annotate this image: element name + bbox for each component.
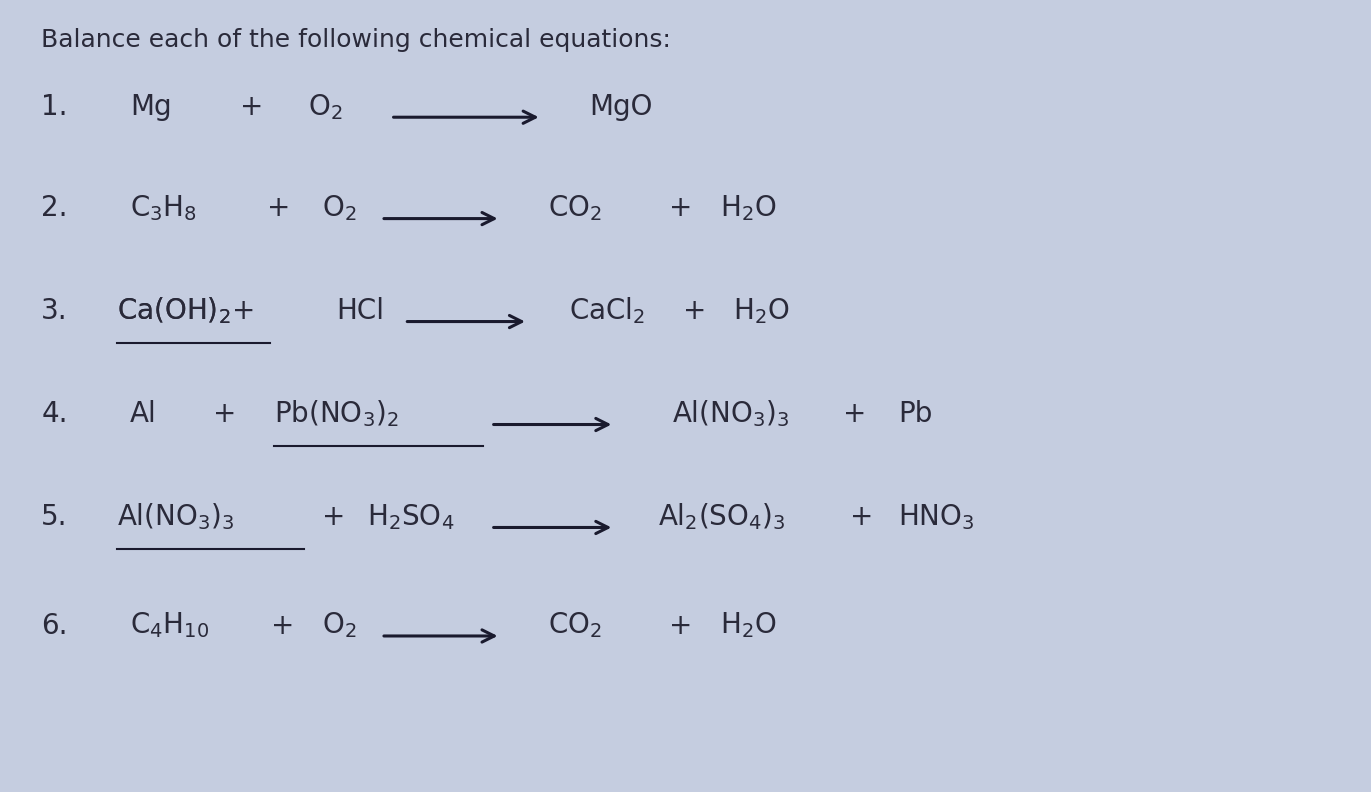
Text: $\mathrm{C_3H_8}$: $\mathrm{C_3H_8}$ [130, 193, 197, 223]
Text: 4.: 4. [41, 400, 67, 428]
Text: $\mathrm{CO_2}$: $\mathrm{CO_2}$ [548, 611, 602, 641]
Text: 1.: 1. [41, 93, 67, 121]
Text: 5.: 5. [41, 503, 67, 531]
Text: $\mathrm{H_2O}$: $\mathrm{H_2O}$ [733, 296, 790, 326]
Text: MgO: MgO [590, 93, 653, 121]
Text: +: + [322, 503, 345, 531]
Text: 6.: 6. [41, 611, 67, 640]
Text: Mg: Mg [130, 93, 171, 121]
Text: $\mathrm{H_2SO_4}$: $\mathrm{H_2SO_4}$ [367, 502, 455, 532]
Text: $\mathrm{H_2O}$: $\mathrm{H_2O}$ [720, 611, 776, 641]
Text: Pb: Pb [898, 400, 932, 428]
Text: HCl: HCl [336, 297, 384, 326]
Text: +: + [213, 400, 236, 428]
Text: $\mathrm{O_2}$: $\mathrm{O_2}$ [322, 611, 356, 641]
Text: 3.: 3. [41, 297, 67, 326]
Text: $\mathrm{Pb(NO_3)_2}$: $\mathrm{Pb(NO_3)_2}$ [274, 398, 399, 429]
Text: $\mathrm{O_2}$: $\mathrm{O_2}$ [322, 193, 356, 223]
Text: +: + [669, 611, 692, 640]
Text: +: + [267, 194, 291, 223]
Text: $\mathrm{HNO_3}$: $\mathrm{HNO_3}$ [898, 502, 975, 532]
Text: $\mathrm{Ca(OH)_2}$: $\mathrm{Ca(OH)_2}$ [117, 295, 230, 326]
Text: +: + [850, 503, 873, 531]
Text: $\mathrm{H_2O}$: $\mathrm{H_2O}$ [720, 193, 776, 223]
Text: +: + [271, 611, 295, 640]
Text: $\mathrm{Al(NO_3)_3}$: $\mathrm{Al(NO_3)_3}$ [117, 501, 234, 532]
Text: 2.: 2. [41, 194, 67, 223]
Text: $\mathrm{Al_2(SO_4)_3}$: $\mathrm{Al_2(SO_4)_3}$ [658, 501, 786, 532]
Text: $\mathrm{O_2}$: $\mathrm{O_2}$ [308, 92, 343, 122]
Text: $\mathrm{Ca(OH)_2}$+: $\mathrm{Ca(OH)_2}$+ [117, 295, 254, 326]
Text: Al: Al [130, 400, 158, 428]
Text: +: + [683, 297, 706, 326]
Text: +: + [669, 194, 692, 223]
Text: $\mathrm{Al(NO_3)_3}$: $\mathrm{Al(NO_3)_3}$ [672, 398, 790, 429]
Text: +: + [843, 400, 866, 428]
Text: +: + [240, 93, 263, 121]
Text: $\mathrm{CO_2}$: $\mathrm{CO_2}$ [548, 193, 602, 223]
Text: $\mathrm{C_4H_{10}}$: $\mathrm{C_4H_{10}}$ [130, 611, 210, 641]
Text: Balance each of the following chemical equations:: Balance each of the following chemical e… [41, 28, 670, 51]
Text: $\mathrm{CaCl_2}$: $\mathrm{CaCl_2}$ [569, 295, 646, 326]
